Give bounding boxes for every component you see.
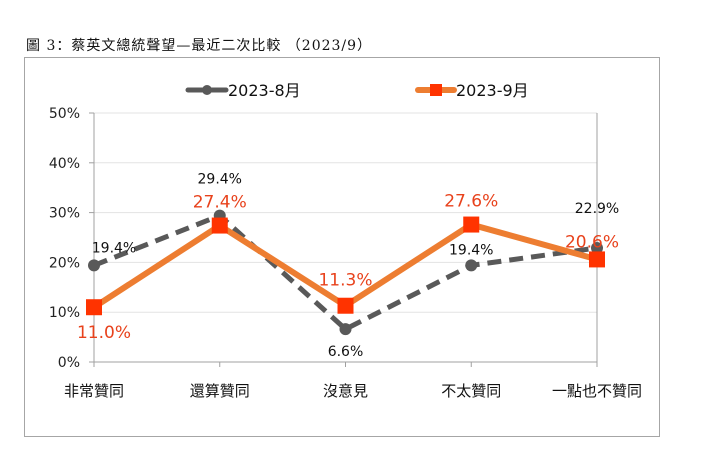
x-category-label: 非常贊同 <box>64 382 124 400</box>
gridlines <box>94 112 597 313</box>
marker-2023-8 <box>591 241 603 254</box>
x-category-labels: 非常贊同 還算贊同 沒意見 不太贊同 一點也不贊同 <box>64 382 642 400</box>
marker-2023-9 <box>589 251 605 268</box>
legend-label-2023-8: 2023-8月 <box>228 81 301 100</box>
data-label-2023-8: 19.4% <box>449 242 493 258</box>
y-tick-label: 50% <box>49 106 80 122</box>
data-labels: 19.4% 29.4% 6.6% 19.4% 22.9% 11.0% 27.4% 11.3% 2… <box>77 172 619 361</box>
marker-2023-8 <box>465 259 478 272</box>
y-tick-label: 0% <box>58 355 80 371</box>
data-label-2023-9: 27.4% <box>193 193 247 213</box>
x-category-label: 還算贊同 <box>190 382 250 400</box>
marker-2023-9 <box>337 297 354 314</box>
axes <box>89 112 598 367</box>
marker-2023-9 <box>463 216 480 233</box>
marker-2023-8 <box>339 323 352 336</box>
data-label-2023-9: 11.3% <box>318 271 372 291</box>
chart-frame <box>24 57 660 437</box>
data-label-2023-9: 27.6% <box>444 192 498 212</box>
marker-2023-8 <box>88 259 100 272</box>
data-label-2023-8: 29.4% <box>198 172 242 188</box>
legend: 2023-8月 2023-9月 <box>185 81 529 100</box>
y-tick-label: 30% <box>49 206 80 222</box>
data-label-2023-8: 22.9% <box>575 201 619 217</box>
series-markers <box>86 209 605 336</box>
legend-marker-2023-9 <box>430 84 442 96</box>
series-line-2023-8 <box>93 213 598 332</box>
y-tick-label: 40% <box>49 156 80 172</box>
y-tick-label: 10% <box>49 305 80 321</box>
x-category-label: 沒意見 <box>323 382 368 400</box>
data-label-2023-8: 6.6% <box>328 344 364 360</box>
data-label-2023-9: 11.0% <box>77 323 131 343</box>
series-line-2023-9 <box>92 221 598 310</box>
y-tick-labels: 0% 10% 20% 30% 40% 50% <box>49 106 80 371</box>
legend-label-2023-9: 2023-9月 <box>456 81 529 100</box>
marker-2023-9 <box>211 217 228 234</box>
figure-title: 圖 3：蔡英文總統聲望—最近二次比較 （2023/9） <box>26 38 373 54</box>
data-label-2023-9: 20.6% <box>565 232 619 252</box>
marker-2023-9 <box>86 299 102 316</box>
legend-marker-2023-8 <box>202 85 212 95</box>
y-tick-label: 20% <box>49 255 80 271</box>
data-label-2023-8: 19.4% <box>92 240 136 256</box>
x-category-label: 不太贊同 <box>441 382 501 400</box>
x-category-label: 一點也不贊同 <box>552 382 642 400</box>
